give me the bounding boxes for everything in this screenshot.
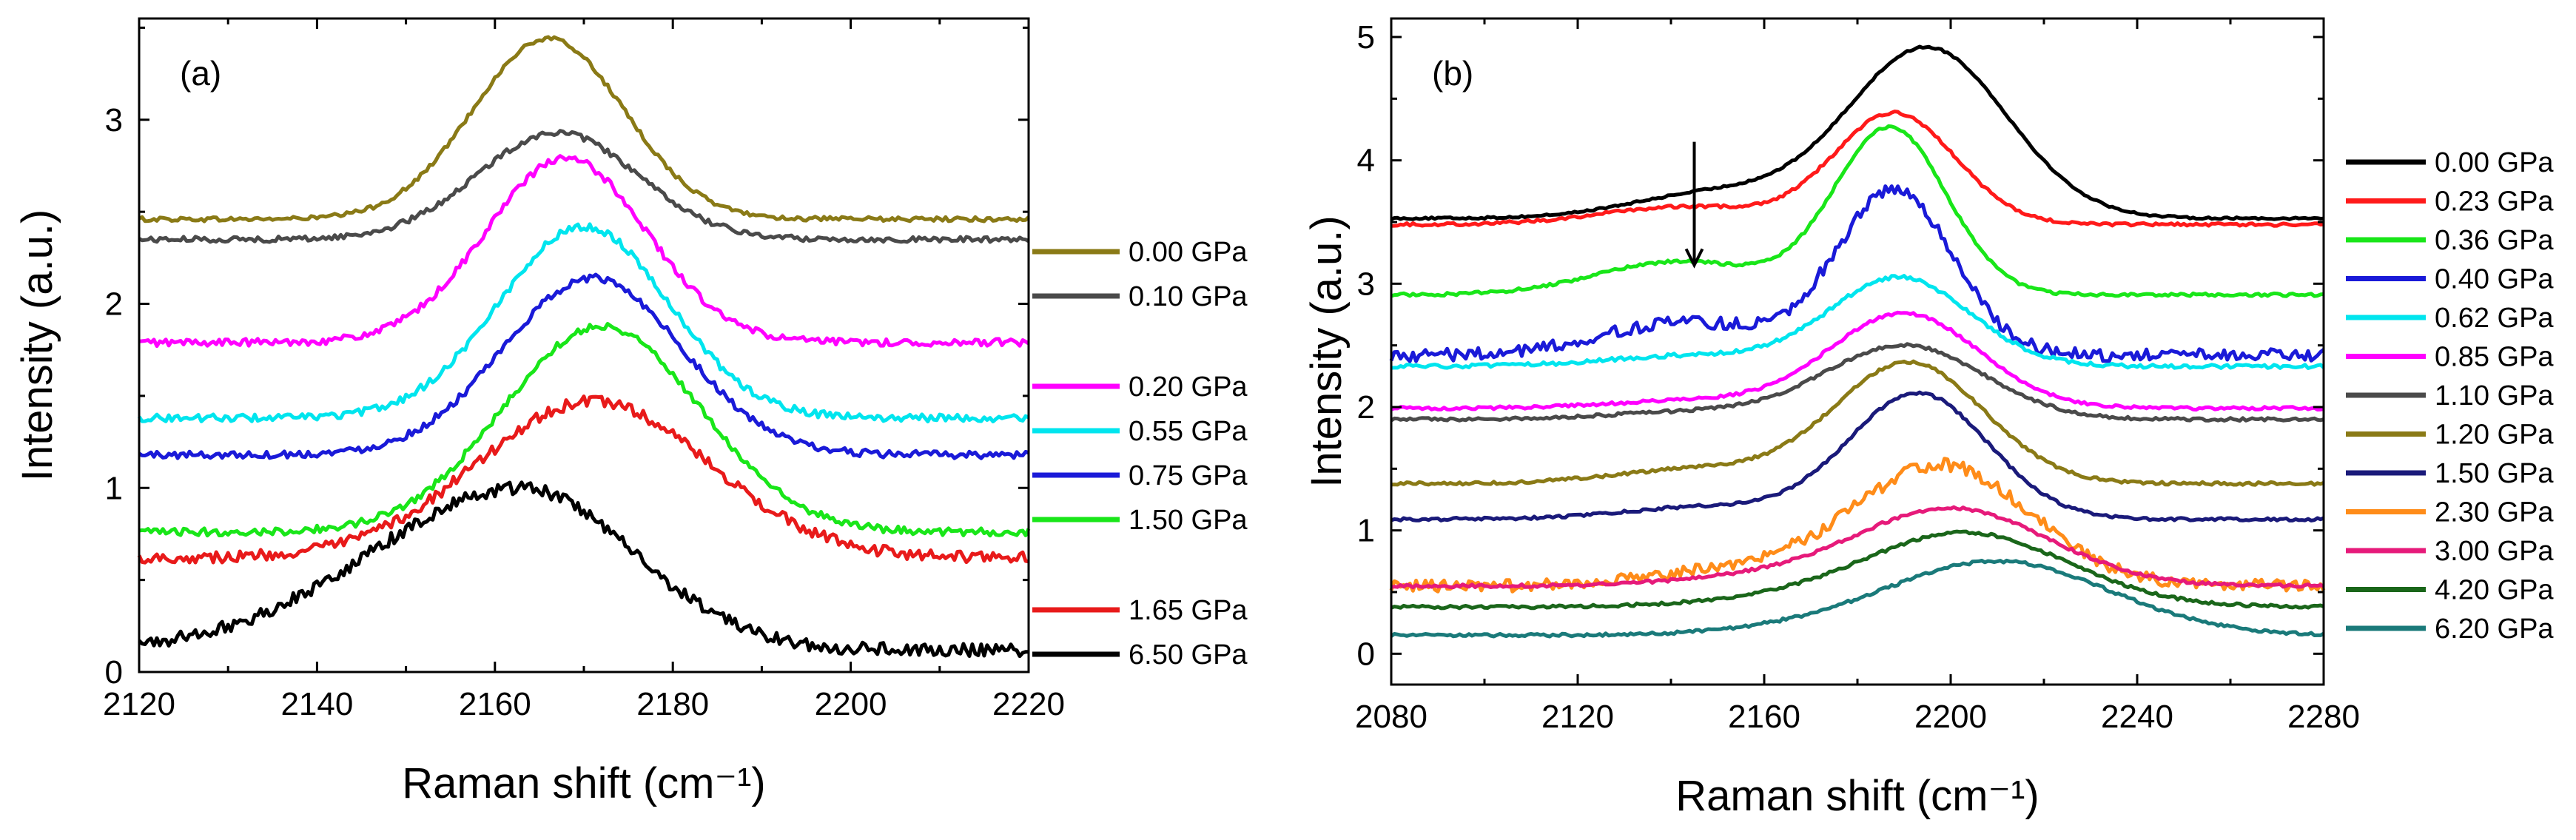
legend-entry: 2.30 GPa <box>2435 497 2554 528</box>
legend-entry: 0.20 GPa <box>1129 372 1248 403</box>
panel-label: (a) <box>180 54 221 93</box>
legend-entry: 3.00 GPa <box>2435 536 2554 567</box>
y-tick-label: 1 <box>105 470 123 506</box>
series-line-0-36-gpa <box>1390 124 2324 298</box>
legend-entry: 0.85 GPa <box>2435 342 2554 373</box>
y-tick-label: 1 <box>1357 513 1375 549</box>
legend-entry: 4.20 GPa <box>2435 575 2554 606</box>
x-axis-label: Raman shift (cm⁻¹) <box>402 759 765 807</box>
series-line-1-50-gpa <box>1390 390 2324 523</box>
x-tick-label: 2160 <box>459 686 531 722</box>
x-tick-label: 2200 <box>1914 699 1987 735</box>
legend-entry: 1.65 GPa <box>1129 595 1248 626</box>
panel-b: 2080 2120 2160 2200 2240 2280 0 1 2 3 4 5 Raman shif… <box>1302 17 2554 820</box>
series-line-1-65-gpa <box>137 394 1029 565</box>
y-tick-label: 0 <box>105 654 123 691</box>
y-tick-label: 2 <box>1357 389 1375 426</box>
legend-entry: 0.75 GPa <box>1129 460 1248 491</box>
legend-entry: 0.62 GPa <box>2435 303 2554 334</box>
x-tick-label: 2160 <box>1728 699 1800 735</box>
legend-entry: 0.23 GPa <box>2435 187 2554 218</box>
series-line-0-40-gpa <box>1389 184 2325 363</box>
legend-entry: 1.10 GPa <box>2435 380 2554 411</box>
x-tick-label: 2120 <box>103 686 175 722</box>
y-tick-label: 4 <box>1357 143 1375 179</box>
series-line-6-20-gpa <box>1390 558 2325 639</box>
x-tick-label: 2280 <box>2287 699 2360 735</box>
series-line-2-30-gpa <box>1389 457 2326 594</box>
annotation-arrowhead <box>1684 248 1704 269</box>
series-line-1-20-gpa <box>1390 359 2324 487</box>
legend-entry: 6.20 GPa <box>2435 614 2554 645</box>
series-line-0-20-gpa <box>138 154 1030 349</box>
y-tick-label: 3 <box>1357 266 1375 302</box>
x-tick-label: 2120 <box>1541 699 1614 735</box>
series-line-4-20-gpa <box>1390 529 2324 611</box>
y-axis-label: Intensity (a.u.) <box>1302 215 1351 487</box>
legend-entry: 1.50 GPa <box>1129 505 1248 536</box>
x-tick-label: 2220 <box>992 686 1065 722</box>
x-tick-label: 2140 <box>280 686 353 722</box>
series-line-0-75-gpa <box>138 272 1029 460</box>
legend-entry: 0.00 GPa <box>1129 237 1248 268</box>
legend-entry: 0.00 GPa <box>2435 147 2554 178</box>
series-line-3-00-gpa <box>1390 505 2324 590</box>
y-tick-label: 2 <box>105 286 123 323</box>
x-tick-label: 2240 <box>2101 699 2173 735</box>
series-line-1-10-gpa <box>1390 342 2324 423</box>
series-line-0-85-gpa <box>1390 310 2324 412</box>
x-tick-label: 2200 <box>815 686 887 722</box>
y-axis-label: Intensity (a.u.) <box>13 209 61 481</box>
y-tick-label: 3 <box>105 102 123 138</box>
panel-a: 2120 2140 2160 2180 2200 2220 0 1 2 3 Raman shift … <box>13 17 1248 807</box>
legend-entry: 0.36 GPa <box>2435 225 2554 256</box>
series-line-0-00-gpa <box>138 35 1030 224</box>
legend-entry: 0.40 GPa <box>2435 264 2554 295</box>
series-line-6-50-gpa <box>138 480 1029 659</box>
panel-label: (b) <box>1432 54 1473 93</box>
series-line-1-50-gpa <box>138 322 1031 538</box>
legend-entry: 1.50 GPa <box>2435 458 2554 489</box>
series-line-0-62-gpa <box>1390 274 2325 370</box>
legend-entry: 6.50 GPa <box>1129 639 1248 671</box>
series-line-0-23-gpa <box>1390 110 2324 228</box>
y-tick-label: 0 <box>1357 636 1375 672</box>
series-line-0-00-gpa <box>1390 44 2324 221</box>
series-line-0-10-gpa <box>138 129 1030 244</box>
x-axis-label: Raman shift (cm⁻¹) <box>1675 772 2039 820</box>
series-line-0-55-gpa <box>137 222 1030 424</box>
x-tick-label: 2180 <box>636 686 709 722</box>
legend-entry: 0.10 GPa <box>1129 281 1248 312</box>
x-tick-label: 2080 <box>1355 699 1427 735</box>
legend-entry: 0.55 GPa <box>1129 416 1248 447</box>
legend-entry: 1.20 GPa <box>2435 420 2554 451</box>
y-tick-label: 5 <box>1357 19 1375 56</box>
